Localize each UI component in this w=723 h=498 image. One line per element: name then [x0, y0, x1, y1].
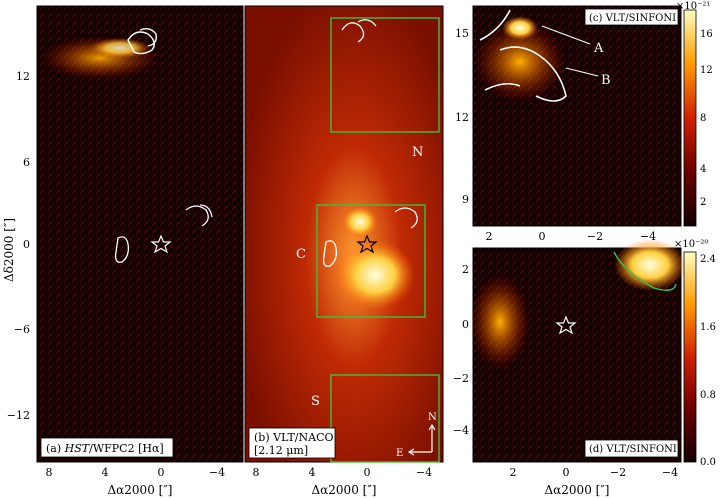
colorbar-d-bar	[683, 251, 697, 463]
panel-d-label: (d) VLT/SINFONI	[589, 444, 677, 455]
region-box-center	[316, 204, 426, 318]
a-x-tick-4: 4	[102, 466, 109, 479]
c-y-tick-12: 12	[455, 111, 469, 124]
panel-b-contour-east	[394, 207, 418, 229]
panel-a-contour-east	[185, 204, 213, 227]
y-tick-0: 0	[23, 238, 30, 251]
panel-d-ellipse-outline	[613, 251, 677, 291]
region-c-label: C	[296, 247, 306, 262]
panel-c-contour	[479, 9, 567, 102]
panel-d-star-icon	[555, 315, 577, 335]
compass	[407, 423, 436, 456]
d-x-tick-m4: −4	[662, 466, 678, 479]
colorbar-c-scale: ×10⁻²¹	[676, 1, 710, 12]
panel-b: N C S N E (b) VLT/NACO [2.12 μm]	[244, 5, 444, 463]
colorbar-d: ×10⁻²⁰ 2.4 1.6 0.8 0.0	[674, 239, 716, 468]
panel-b-image	[244, 5, 444, 463]
cbar-c-tick-12: 12	[700, 65, 713, 76]
panel-c: A B (c) VLT/SINFONI	[472, 5, 682, 227]
panel-a-contour	[127, 27, 158, 55]
panel-a-image	[36, 5, 244, 463]
region-box-north	[330, 17, 440, 133]
cbar-c-tick-16: 16	[700, 29, 713, 40]
panel-a-x-axis: 8 4 0 −4 Δα2000 [″]	[46, 466, 226, 497]
d-x-tick-m2: −2	[610, 466, 626, 479]
b-x-tick-4: 4	[309, 466, 316, 479]
a-x-label: Δα2000 [″]	[108, 483, 173, 497]
d-y-tick-0: 0	[462, 318, 469, 331]
cbar-d-tick-2.4: 2.4	[700, 254, 716, 265]
marker-b-label: B	[601, 73, 611, 88]
left-y-label: Δδ2000 [″]	[2, 218, 16, 282]
compass-east-arrow	[407, 448, 432, 456]
panel-d-emission-east	[614, 239, 686, 291]
panel-b-label-line2: [2.12 μm]	[254, 444, 308, 457]
colorbar-d-scale: ×10⁻²⁰	[674, 239, 708, 250]
y-tick-12: 12	[16, 70, 30, 83]
cbar-c-tick-8: 8	[700, 113, 706, 124]
panel-c-label: (c) VLT/SINFONI	[589, 13, 676, 24]
panel-c-emission	[474, 22, 566, 102]
a-x-tick-0: 0	[158, 466, 165, 479]
panel-a-star-icon	[150, 234, 172, 254]
panel-b-label-line1: (b) VLT/NACO	[254, 431, 334, 444]
cbar-c-tick-4: 4	[700, 164, 706, 175]
compass-n-label: N	[428, 412, 437, 423]
a-x-tick-m4: −4	[209, 466, 225, 479]
cbar-d-tick-1.6: 1.6	[700, 322, 716, 333]
region-n-label: N	[412, 145, 423, 160]
b-x-tick-m4: −4	[416, 466, 432, 479]
left-y-axis: 12 6 0 −6 −12	[7, 70, 30, 422]
cbar-d-tick-0.8: 0.8	[700, 390, 716, 401]
y-tick-m6: −6	[14, 323, 30, 336]
colorbar-c-bar	[683, 9, 697, 227]
colorbar-c: ×10⁻²¹ 16 12 8 4 2	[676, 1, 713, 227]
c-x-tick-2: 2	[486, 230, 493, 243]
panel-a-emission-core	[90, 38, 150, 58]
a-x-tick-8: 8	[46, 466, 53, 479]
b-x-label: Δα2000 [″]	[312, 483, 377, 497]
d-y-tick-m4: −4	[453, 424, 469, 437]
marker-a-arrow	[541, 25, 591, 45]
d-y-tick-m2: −2	[453, 372, 469, 385]
y-tick-m12: −12	[7, 409, 30, 422]
panel-a: (a) HST/WFPC2 [Hα]	[36, 5, 244, 463]
panel-c-emission-a	[502, 16, 538, 40]
panel-a-label: (a) HST/WFPC2 [Hα]	[46, 442, 164, 455]
panel-b-core-south	[335, 240, 415, 310]
panel-b-x-axis: 8 4 0 −4 Δα2000 [″]	[253, 466, 433, 497]
c-x-tick-0: 0	[539, 230, 546, 243]
compass-e-label: E	[396, 448, 403, 459]
region-s-label: S	[311, 394, 320, 409]
b-x-tick-8: 8	[253, 466, 260, 479]
marker-b-arrow	[565, 67, 599, 77]
c-y-tick-15: 15	[455, 27, 469, 40]
y-tick-6: 6	[23, 156, 30, 169]
panel-b-core-north	[342, 206, 378, 238]
d-x-label: Δα2000 [″]	[545, 483, 610, 497]
panel-b-star-icon	[356, 234, 378, 254]
c-x-tick-m2: −2	[587, 230, 603, 243]
c-y-tick-9: 9	[462, 193, 469, 206]
d-x-tick-2: 2	[510, 466, 517, 479]
b-x-tick-0: 0	[364, 466, 371, 479]
marker-a-label: A	[593, 41, 604, 56]
panel-d-axes: 2 0 −2 −4 2 0 −2 −4 Δα2000 [″]	[453, 263, 678, 497]
region-box-south	[330, 374, 440, 463]
cbar-c-tick-2: 2	[700, 197, 706, 208]
panel-d: (d) VLT/SINFONI	[470, 239, 686, 463]
compass-north-arrow	[428, 423, 436, 452]
panel-b-contour-north	[341, 19, 377, 43]
panel-b-contour-c	[322, 240, 338, 267]
cbar-d-tick-0.0: 0.0	[700, 457, 716, 468]
d-x-tick-0: 0	[563, 466, 570, 479]
panel-d-emission-west	[470, 274, 530, 370]
panel-a-contour-c	[114, 236, 130, 263]
d-y-tick-2: 2	[462, 263, 469, 276]
